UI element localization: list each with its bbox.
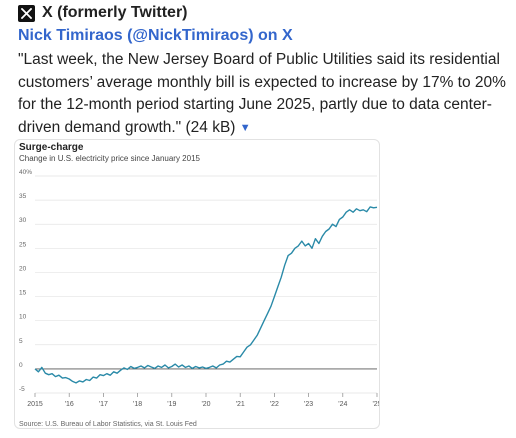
series-line xyxy=(34,206,378,384)
x-tick-label: '16 xyxy=(65,401,74,408)
y-tick-label: 10 xyxy=(19,314,27,321)
chart-title: Surge-charge xyxy=(19,142,84,153)
caret-down-icon[interactable]: ▼ xyxy=(239,121,251,134)
post-title-link[interactable]: Nick Timiraos (@NickTimiraos) on X xyxy=(18,27,293,44)
quote-text: "Last week, the New Jersey Board of Publ… xyxy=(18,51,506,136)
x-tick-label: '20 xyxy=(201,401,210,408)
x-tick-label: '22 xyxy=(270,401,279,408)
y-tick-label: 35 xyxy=(19,193,27,200)
chart-thumbnail[interactable]: Surge-charge Change in U.S. electricity p… xyxy=(14,139,380,429)
y-tick-label: 5 xyxy=(19,338,23,345)
x-logo-icon xyxy=(18,4,35,22)
x-tick-label: '18 xyxy=(133,401,142,408)
x-tick-label: '23 xyxy=(304,401,313,408)
x-tick-label: '24 xyxy=(338,401,347,408)
y-tick-label: 30 xyxy=(19,217,27,224)
y-tick-label: 20 xyxy=(19,265,27,272)
post-quote: "Last week, the New Jersey Board of Publ… xyxy=(18,49,513,139)
y-tick-label: 40% xyxy=(19,169,32,176)
y-tick-label: 25 xyxy=(19,241,27,248)
chart-source: Source: U.S. Bureau of Labor Statistics,… xyxy=(19,421,197,428)
x-tick-label: '19 xyxy=(167,401,176,408)
site-name: X (formerly Twitter) xyxy=(42,4,188,21)
site-header: X (formerly Twitter) xyxy=(18,4,188,22)
x-tick-label: '21 xyxy=(236,401,245,408)
x-tick-label: '25 xyxy=(372,401,379,408)
y-tick-label: -5 xyxy=(19,386,25,393)
chart-subtitle: Change in U.S. electricity price since J… xyxy=(19,154,201,163)
y-tick-label: 0 xyxy=(19,362,23,369)
x-tick-label: 2015 xyxy=(27,401,43,408)
image-size: (24 kB) xyxy=(185,118,236,136)
y-tick-label: 15 xyxy=(19,290,27,297)
x-tick-label: '17 xyxy=(99,401,108,408)
